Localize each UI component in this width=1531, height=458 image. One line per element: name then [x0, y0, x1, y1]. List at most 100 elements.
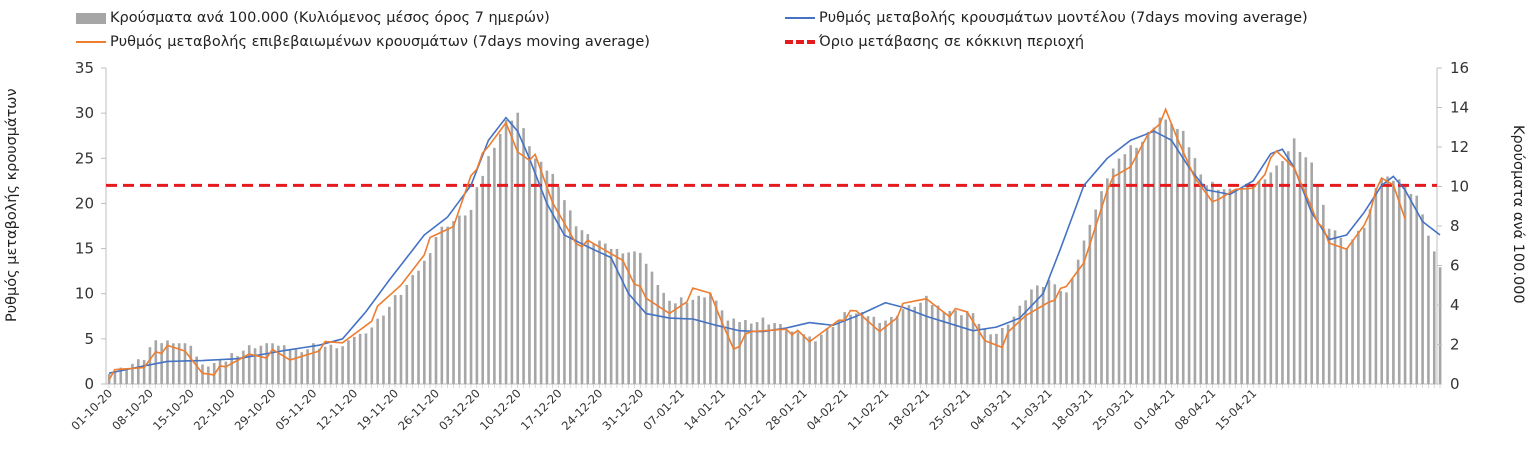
bar: [749, 323, 753, 384]
bar: [925, 295, 928, 384]
bar: [201, 364, 204, 384]
y-right-tick-label: 2: [1450, 336, 1460, 354]
bar: [656, 285, 660, 384]
bar: [662, 292, 665, 384]
bar: [236, 356, 239, 384]
bar: [347, 340, 350, 384]
bar: [1164, 119, 1168, 384]
y-left-tick-label: 30: [75, 104, 94, 122]
x-axis-ticks: 01-10-2008-10-2015-10-2022-10-2029-10-20…: [68, 384, 1441, 433]
bar: [738, 322, 741, 384]
y-left-tick-label: 20: [75, 194, 94, 212]
bar: [1316, 186, 1319, 384]
legend-swatch-confirmed: [76, 41, 106, 43]
y-left-tick-label: 10: [75, 285, 94, 303]
bar: [767, 324, 771, 384]
bar: [790, 331, 794, 384]
x-tick-label: 01-04-21: [1131, 386, 1178, 433]
bar: [1310, 162, 1313, 384]
bar: [831, 327, 835, 384]
bar: [183, 343, 187, 384]
legend-label-confirmed: Ρυθμός μεταβολής επιβεβαιωμένων κρουσμάτ…: [110, 34, 650, 50]
bar: [428, 253, 432, 384]
bar: [312, 343, 315, 384]
bar: [1240, 188, 1243, 384]
bar: [936, 305, 940, 384]
bar: [685, 302, 689, 384]
bar: [388, 306, 391, 384]
bar: [825, 328, 829, 384]
bar: [1129, 145, 1132, 384]
bar: [1339, 237, 1343, 384]
bar: [1345, 248, 1348, 384]
bar: [1094, 209, 1097, 384]
bar: [930, 304, 934, 384]
x-tick-label: 28-01-21: [763, 386, 810, 433]
bar: [1211, 181, 1214, 384]
bar: [177, 343, 181, 384]
x-tick-label: 26-11-20: [395, 386, 442, 433]
bar: [709, 293, 712, 384]
bar: [860, 311, 864, 384]
bar: [119, 367, 123, 384]
bar: [1234, 191, 1238, 384]
bar: [131, 363, 134, 384]
bar: [195, 356, 198, 384]
bar: [907, 305, 911, 384]
bar: [463, 215, 467, 384]
bar: [142, 360, 146, 384]
x-tick-label: 01-10-20: [68, 386, 115, 433]
bar: [679, 297, 683, 384]
bar: [691, 299, 695, 384]
bar: [1251, 184, 1255, 384]
bar: [983, 329, 987, 384]
y-right-tick-label: 10: [1450, 178, 1469, 196]
bar: [1333, 230, 1337, 384]
bar: [971, 313, 975, 384]
bar: [1304, 157, 1308, 384]
bar: [393, 295, 397, 384]
bar: [247, 345, 251, 384]
bar: [650, 271, 654, 384]
y-left-tick-label: 25: [75, 149, 94, 167]
bar: [1327, 228, 1331, 384]
bar: [1374, 187, 1378, 384]
bar: [1176, 128, 1179, 384]
bar: [1287, 151, 1290, 384]
bar: [726, 320, 730, 384]
x-tick-label: 04-03-21: [967, 386, 1014, 433]
bar: [784, 330, 788, 384]
bar: [878, 322, 881, 384]
y-right-tick-label: 14: [1450, 99, 1469, 117]
right-axis-ticks: 0 2 4 6 8 10 12 14 16: [1437, 59, 1469, 393]
bar: [1181, 130, 1185, 384]
bar: [1392, 180, 1395, 384]
y-right-tick-label: 16: [1450, 59, 1469, 77]
x-tick-label: 18-02-21: [886, 386, 933, 433]
x-tick-label: 21-01-21: [722, 386, 769, 433]
bar: [1071, 278, 1074, 384]
bar: [189, 345, 193, 384]
bar: [154, 340, 158, 384]
bar: [1368, 209, 1372, 384]
bar: [627, 252, 630, 384]
x-tick-label: 11-03-21: [1008, 386, 1055, 433]
bar: [300, 352, 304, 384]
bar: [1018, 305, 1022, 384]
bar: [271, 343, 274, 384]
bar: [1012, 316, 1016, 384]
y-left-tick-label: 5: [84, 330, 94, 348]
bar: [592, 243, 595, 384]
left-axis-ticks: 0 5 10 15 20 25 30 35: [75, 59, 106, 393]
bar: [855, 313, 858, 384]
bar: [1024, 300, 1027, 384]
bar: [1216, 189, 1220, 384]
bar: [837, 321, 841, 384]
bar: [1257, 180, 1261, 384]
bar: [574, 226, 578, 384]
bar: [358, 333, 362, 384]
bar: [598, 240, 601, 384]
y-right-tick-label: 4: [1450, 296, 1460, 314]
bar: [1000, 327, 1004, 384]
